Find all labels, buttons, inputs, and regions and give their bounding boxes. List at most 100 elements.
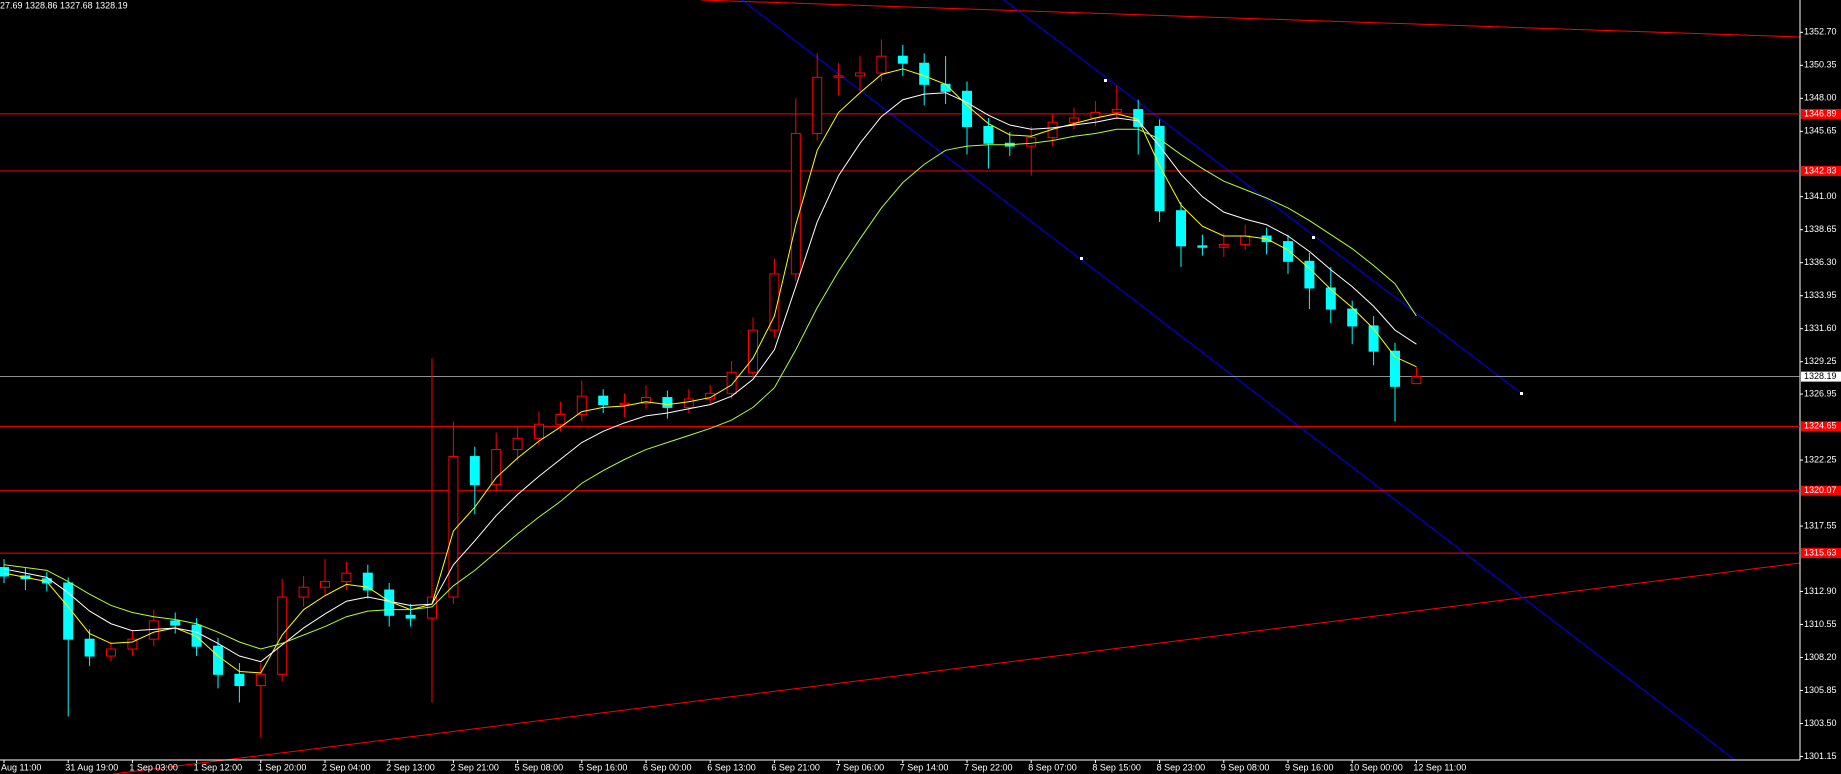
candle-body [598,395,609,406]
x-tick-label: 7 Sep 14:00 [900,762,949,772]
x-tick-label: 2 Sep 21:00 [450,762,499,772]
x-tick-label: 12 Sep 11:00 [1413,762,1466,772]
channel-line [741,0,1736,761]
candle-body [1240,235,1251,245]
candle-body [855,72,865,77]
x-tick-label: Aug 11:00 [1,762,41,772]
level-label: 1320.07 [1804,485,1837,495]
x-tick-label: 1 Sep 03:00 [129,762,178,772]
x-tick-label: 1 Sep 12:00 [194,762,243,772]
candle-body [833,75,844,78]
candle-body [1283,241,1293,262]
candle-body [1026,137,1037,147]
candle-body [705,392,716,400]
y-tick-label: 1301.15 [1804,751,1837,761]
y-tick-label: 1310.55 [1804,619,1837,629]
y-tick-label: 1317.55 [1804,520,1837,530]
candle-body [298,586,309,598]
anchor-point [1080,257,1083,260]
candle-body [234,673,245,687]
x-tick-label: 8 Sep 23:00 [1157,762,1206,772]
candle-body [897,55,908,64]
candle-body [1325,287,1336,310]
x-tick-label: 2 Sep 13:00 [386,762,435,772]
candle-body [255,673,266,687]
candle-body [1176,210,1186,247]
candle-body [641,397,651,404]
x-tick-label: 9 Sep 08:00 [1221,762,1270,772]
candle-body [748,329,758,373]
candle-body [662,397,673,408]
y-tick-label: 1322.25 [1804,454,1837,464]
candle-body [619,402,630,406]
candle-body [213,645,223,675]
candle-body [405,614,416,619]
x-tick-label: 7 Sep 06:00 [836,762,885,772]
candle-body [106,648,116,657]
candle-body [170,620,181,626]
candle-body [1197,245,1208,248]
candle-body [1347,308,1358,327]
candle-body [63,582,74,640]
y-tick-label: 1303.50 [1804,718,1837,728]
level-label: 1342.83 [1804,165,1837,175]
candle-body [1218,243,1229,248]
x-tick-label: 1 Sep 20:00 [258,762,307,772]
candle-body [555,413,566,425]
y-tick-label: 1336.30 [1804,257,1837,267]
y-tick-label: 1352.70 [1804,27,1837,37]
candles [3,39,1417,738]
y-tick-label: 1329.25 [1804,356,1837,366]
y-tick-label: 1326.95 [1804,388,1837,398]
x-tick-label: 6 Sep 13:00 [707,762,756,772]
candle-body [812,76,823,134]
level-label: 1346.89 [1804,108,1837,118]
y-tick-label: 1333.95 [1804,290,1837,300]
y-tick-label: 1348.00 [1804,93,1837,103]
level-tag [1801,485,1841,496]
candle-body [1069,117,1079,123]
candle-body [191,624,202,647]
candle-body [127,638,138,650]
level-label: 1324.65 [1804,421,1837,431]
level-tag [1801,165,1841,176]
y-tick-label: 1331.60 [1804,323,1837,333]
level-tag [1801,421,1841,432]
x-tick-label: 31 Aug 19:00 [65,762,118,772]
candle-body [962,90,972,127]
level-tag [1801,548,1841,559]
anchor-point [1104,79,1107,82]
moving-average [3,92,1417,663]
level-label: 1315.63 [1804,547,1837,557]
moving-average [3,128,1417,650]
trend-line [700,0,1801,38]
x-tick-label: 7 Sep 22:00 [964,762,1013,772]
candle-body [683,398,694,408]
candle-body [1411,376,1422,385]
y-tick-label: 1308.20 [1804,652,1837,662]
x-tick-label: 8 Sep 15:00 [1092,762,1141,772]
drawing-objects [112,0,1801,774]
candle-body [726,371,737,394]
moving-average [3,68,1417,674]
candle-body [1390,350,1400,387]
y-tick-label: 1312.90 [1804,586,1837,596]
candle-body [919,62,930,85]
level-tag [1801,108,1841,119]
x-tick-label: 6 Sep 00:00 [643,762,692,772]
anchor-point [1312,236,1315,239]
x-tick-label: 5 Sep 16:00 [579,762,628,772]
y-tick-label: 1341.00 [1804,191,1837,201]
x-tick-label: 8 Sep 07:00 [1028,762,1077,772]
candle-body [469,456,480,486]
x-tick-label: 5 Sep 08:00 [515,762,564,772]
y-tick-label: 1338.65 [1804,224,1837,234]
current-price-tag [1801,371,1841,382]
candle-body [512,437,523,451]
candle-body [876,55,887,74]
candle-body [1154,125,1165,212]
candle-body [1111,109,1122,113]
candle-body [491,449,502,486]
candle-body [320,581,330,588]
